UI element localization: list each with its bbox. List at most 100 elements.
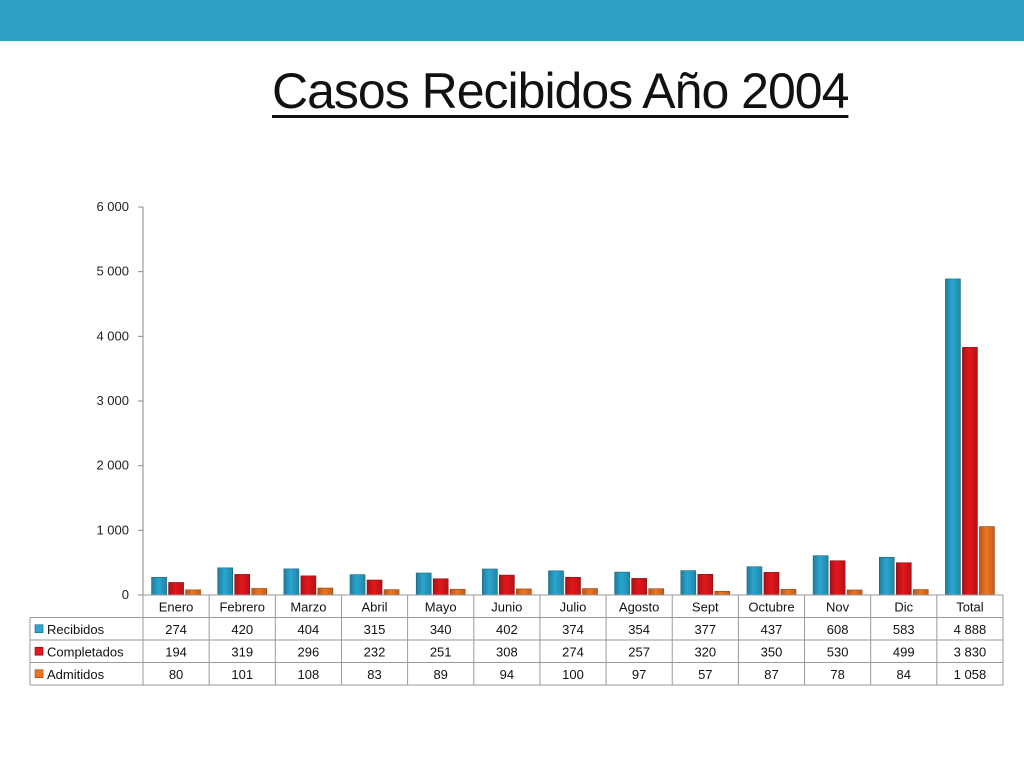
data-value-admitidos: 100 [562,667,584,682]
data-value-admitidos: 87 [764,667,778,682]
slide-title: Casos Recibidos Año 2004 [272,63,849,119]
data-value-recibidos: 4 888 [954,622,987,637]
bar-admitidos-total [979,526,995,596]
legend-swatch-completados [34,646,44,656]
bar-completados-abril [366,579,383,596]
data-value-recibidos: 608 [827,622,849,637]
y-tick-label: 5 000 [96,264,129,279]
data-value-admitidos: 1 058 [954,667,987,682]
data-value-admitidos: 57 [698,667,712,682]
data-value-recibidos: 583 [893,622,915,637]
data-value-recibidos: 274 [165,622,187,637]
data-value-completados: 499 [893,644,915,659]
legend-swatch-recibidos [34,624,44,634]
data-value-completados: 194 [165,644,187,659]
bar-completados-mayo [432,578,449,596]
y-tick-label: 2 000 [96,458,129,473]
legend-swatch-admitidos [34,669,44,679]
y-tick-label: 0 [122,587,129,602]
data-value-admitidos: 80 [169,667,183,682]
data-value-admitidos: 78 [830,667,844,682]
data-value-admitidos: 94 [500,667,514,682]
category-label: Octubre [748,599,794,614]
y-tick-label: 4 000 [96,328,129,343]
data-value-recibidos: 377 [694,622,716,637]
category-label: Agosto [619,599,659,614]
data-value-admitidos: 108 [298,667,320,682]
bar-recibidos-febrero [217,567,234,596]
data-value-completados: 3 830 [954,644,987,659]
data-value-completados: 308 [496,644,518,659]
category-label: Febrero [219,599,265,614]
bar-admitidos-enero [185,589,201,596]
bar-admitidos-junio [516,588,532,596]
data-value-completados: 251 [430,644,452,659]
bar-completados-enero [168,582,184,596]
data-value-admitidos: 84 [897,667,911,682]
bar-recibidos-enero [151,576,167,596]
bar-recibidos-marzo [283,568,300,596]
data-value-recibidos: 340 [430,622,452,637]
category-label: Enero [159,599,194,614]
bar-recibidos-abril [349,574,366,596]
data-value-completados: 296 [298,644,320,659]
y-tick-label: 1 000 [96,522,129,537]
bar-admitidos-agosto [648,588,664,596]
data-value-completados: 232 [364,644,386,659]
bar-recibidos-julio [548,570,564,596]
category-label: Sept [692,599,719,614]
category-label: Total [956,599,984,614]
bar-completados-octubre [763,572,780,596]
data-value-admitidos: 89 [433,667,447,682]
data-value-recibidos: 315 [364,622,386,637]
category-label: Julio [560,599,587,614]
bar-recibidos-junio [482,568,498,596]
bar-recibidos-mayo [415,572,432,596]
bar-admitidos-octubre [780,589,797,596]
category-label: Junio [491,599,522,614]
header-bar [0,0,1024,41]
bar-completados-marzo [300,575,317,596]
data-value-completados: 320 [694,644,716,659]
bar-completados-sept [697,574,714,596]
data-value-admitidos: 97 [632,667,646,682]
bar-completados-total [962,347,978,596]
bar-admitidos-abril [383,589,400,596]
bar-recibidos-total [945,278,961,596]
category-label: Dic [894,599,913,614]
bar-completados-agosto [631,578,647,596]
bar-completados-julio [565,576,581,596]
bar-admitidos-mayo [449,588,466,596]
data-value-recibidos: 404 [298,622,320,637]
bar-completados-febrero [234,574,251,596]
data-value-recibidos: 354 [628,622,650,637]
legend-label-recibidos: Recibidos [47,622,105,637]
bar-admitidos-marzo [317,587,334,596]
legend-label-admitidos: Admitidos [47,667,105,682]
data-value-recibidos: 402 [496,622,518,637]
data-value-completados: 257 [628,644,650,659]
bar-recibidos-sept [680,570,697,596]
category-label: Abril [362,599,388,614]
data-value-completados: 319 [231,644,253,659]
data-value-admitidos: 101 [231,667,253,682]
category-label: Nov [826,599,850,614]
bar-admitidos-sept [714,591,731,596]
category-label: Marzo [290,599,326,614]
data-value-recibidos: 420 [231,622,253,637]
y-tick-label: 6 000 [96,199,129,214]
bar-recibidos-agosto [614,571,630,596]
bar-completados-nov [829,560,846,596]
bar-admitidos-nov [846,589,863,596]
data-value-recibidos: 437 [761,622,783,637]
bar-admitidos-febrero [251,588,268,596]
y-tick-label: 3 000 [96,393,129,408]
bar-admitidos-dic [912,589,929,596]
data-value-completados: 350 [761,644,783,659]
data-value-completados: 274 [562,644,584,659]
bar-recibidos-octubre [746,566,763,596]
bar-completados-junio [499,574,515,596]
bar-recibidos-nov [812,555,829,596]
bar-admitidos-julio [582,588,598,596]
